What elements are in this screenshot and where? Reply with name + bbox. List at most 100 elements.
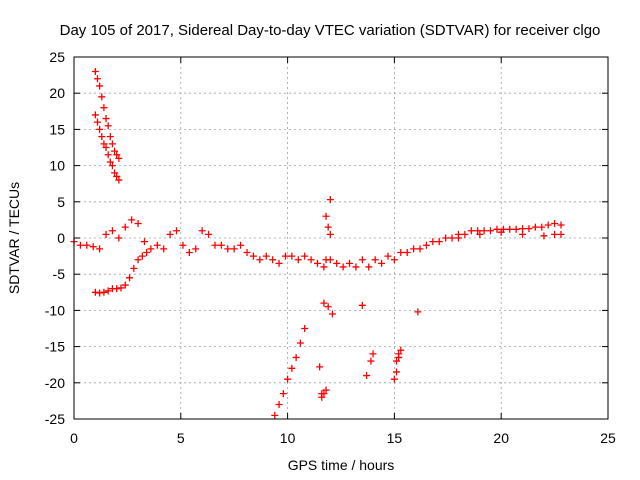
data-point — [205, 230, 213, 238]
data-point — [96, 125, 104, 133]
data-point — [320, 299, 328, 307]
data-point — [322, 256, 330, 264]
data-point — [442, 234, 450, 242]
data-point — [230, 245, 238, 253]
data-point — [108, 140, 116, 148]
data-point — [108, 162, 116, 170]
data-point — [102, 230, 110, 238]
data-point — [324, 223, 332, 231]
data-point — [551, 220, 559, 228]
data-point — [271, 411, 279, 419]
data-point — [160, 245, 168, 253]
data-point — [544, 221, 552, 229]
data-point — [333, 259, 341, 267]
data-point — [134, 256, 142, 264]
data-point — [91, 288, 99, 296]
series-lower-arc — [91, 111, 123, 184]
data-point — [102, 144, 110, 151]
data-point — [339, 263, 347, 271]
data-point — [393, 368, 401, 376]
data-point — [314, 259, 322, 267]
data-point — [134, 220, 142, 228]
y-tick-label: -20 — [45, 375, 65, 391]
data-point — [467, 227, 475, 235]
y-axis-label: SDTVAR / TECUs — [6, 182, 22, 294]
x-tick-label: 0 — [70, 430, 78, 446]
data-point — [102, 115, 110, 123]
data-point — [410, 245, 418, 253]
data-point — [397, 346, 405, 354]
data-point — [474, 227, 482, 235]
data-point — [185, 248, 193, 256]
data-point — [106, 133, 114, 141]
data-point — [448, 234, 456, 242]
data-point — [324, 303, 332, 311]
data-point — [83, 241, 91, 249]
data-point — [91, 67, 99, 75]
data-point — [397, 248, 405, 256]
data-point — [301, 325, 309, 332]
y-tick-label: 10 — [49, 158, 65, 174]
chart-title: Day 105 of 2017, Sidereal Day-to-day VTE… — [60, 22, 601, 39]
data-point — [480, 227, 488, 235]
data-point — [414, 308, 422, 316]
data-point — [390, 256, 398, 264]
x-tick-label: 5 — [177, 430, 185, 446]
data-point — [301, 252, 309, 260]
data-point — [96, 289, 104, 297]
data-point — [540, 232, 548, 240]
data-point — [140, 238, 148, 246]
data-point — [422, 241, 430, 249]
data-point — [147, 245, 155, 253]
x-tick-label: 25 — [600, 430, 616, 446]
data-point — [320, 390, 328, 398]
data-point — [275, 259, 283, 267]
data-point — [179, 241, 187, 249]
data-point — [403, 248, 411, 256]
data-point — [378, 259, 386, 267]
data-point — [493, 225, 501, 233]
data-point — [365, 263, 373, 271]
data-point — [461, 230, 469, 238]
y-tick-label: 0 — [57, 230, 65, 246]
data-point — [121, 281, 129, 289]
data-point — [367, 357, 375, 365]
series-descending-streak-9-11h — [271, 325, 309, 419]
data-point — [104, 122, 112, 130]
data-point — [143, 248, 151, 256]
data-point — [288, 252, 296, 260]
data-point — [296, 339, 304, 347]
data-point — [275, 401, 283, 409]
data-point — [249, 252, 257, 260]
data-point — [371, 256, 379, 264]
data-point — [525, 225, 533, 233]
data-point — [352, 263, 360, 271]
data-point — [96, 245, 104, 253]
data-point — [115, 234, 123, 242]
data-point — [322, 386, 330, 394]
data-point — [93, 75, 101, 83]
data-point — [76, 241, 84, 249]
data-point — [363, 372, 371, 380]
data-point — [390, 375, 398, 383]
data-point — [96, 82, 104, 90]
data-point — [519, 230, 527, 238]
data-point — [89, 243, 97, 251]
x-tick-label: 10 — [280, 430, 296, 446]
data-point — [104, 287, 112, 295]
x-tick-labels: 0 5 10 15 20 25 — [70, 430, 616, 446]
data-point — [113, 285, 121, 293]
data-point — [130, 264, 138, 272]
data-point — [318, 393, 326, 401]
data-point — [106, 158, 114, 166]
data-point — [217, 241, 225, 249]
series-low-band-02h-04h — [91, 248, 151, 297]
data-point — [121, 223, 129, 231]
data-point — [395, 350, 403, 358]
data-point — [358, 301, 366, 309]
data-point — [173, 227, 181, 235]
data-point — [269, 256, 277, 264]
data-point — [100, 140, 108, 148]
data-point — [454, 234, 462, 242]
data-point — [224, 245, 232, 253]
